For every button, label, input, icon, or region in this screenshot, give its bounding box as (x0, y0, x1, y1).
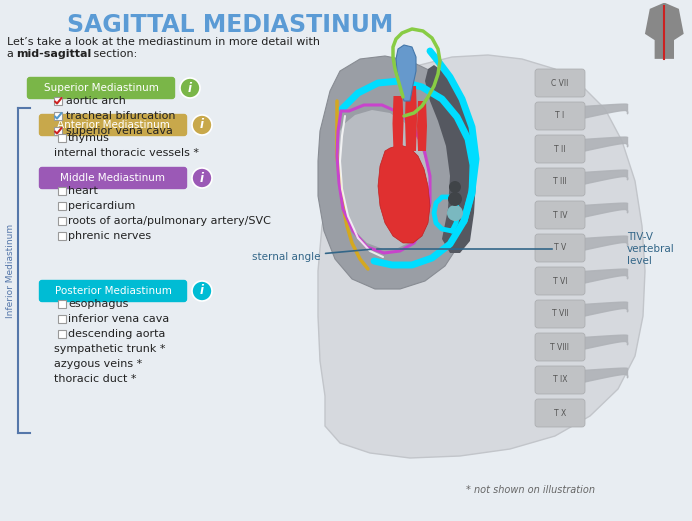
Text: T VIII: T VIII (551, 342, 570, 352)
Text: Superior Mediastinum: Superior Mediastinum (44, 83, 158, 93)
Text: roots of aorta/pulmonary artery/SVC: roots of aorta/pulmonary artery/SVC (68, 216, 271, 226)
FancyBboxPatch shape (535, 168, 585, 196)
Text: T X: T X (554, 408, 566, 417)
Text: azygous veins *: azygous veins * (54, 359, 143, 369)
Polygon shape (392, 96, 403, 151)
Polygon shape (396, 45, 416, 101)
Text: T V: T V (554, 243, 566, 253)
Text: phrenic nerves: phrenic nerves (68, 231, 151, 241)
Bar (58, 187, 66, 195)
Text: Inferior Mediastinum: Inferior Mediastinum (6, 224, 15, 318)
FancyBboxPatch shape (535, 135, 585, 163)
Circle shape (449, 181, 461, 193)
FancyBboxPatch shape (535, 333, 585, 361)
Bar (58, 217, 66, 225)
Text: i: i (200, 171, 204, 184)
Text: TIV-V
vertebral
level: TIV-V vertebral level (627, 232, 675, 266)
FancyBboxPatch shape (39, 280, 187, 302)
Text: heart: heart (68, 186, 98, 196)
Text: Let’s take a look at the mediastinum in more detail with: Let’s take a look at the mediastinum in … (7, 37, 320, 47)
Polygon shape (417, 101, 427, 151)
Text: Middle Mediastinum: Middle Mediastinum (60, 173, 165, 183)
Text: a: a (7, 49, 17, 59)
Circle shape (448, 192, 462, 206)
Polygon shape (645, 3, 684, 59)
Text: tracheal bifurcation: tracheal bifurcation (66, 111, 176, 121)
Bar (54, 97, 62, 105)
Text: superior vena cava: superior vena cava (66, 126, 173, 136)
Circle shape (192, 115, 212, 135)
FancyBboxPatch shape (39, 167, 187, 189)
FancyBboxPatch shape (535, 201, 585, 229)
FancyBboxPatch shape (535, 267, 585, 295)
Text: aortic arch: aortic arch (66, 96, 126, 106)
FancyBboxPatch shape (28, 78, 174, 98)
Text: descending aorta: descending aorta (68, 329, 165, 339)
Circle shape (192, 168, 212, 188)
FancyBboxPatch shape (535, 300, 585, 328)
FancyBboxPatch shape (535, 69, 585, 97)
Text: SAGITTAL MEDIASTINUM: SAGITTAL MEDIASTINUM (67, 13, 393, 37)
FancyBboxPatch shape (535, 234, 585, 262)
Bar (58, 232, 66, 240)
Bar (54, 127, 62, 135)
Bar (58, 315, 66, 323)
Text: inferior vena cava: inferior vena cava (68, 314, 170, 324)
Bar (58, 330, 66, 338)
Text: thoracic duct *: thoracic duct * (54, 374, 136, 384)
Polygon shape (378, 145, 430, 243)
Text: * not shown on illustration: * not shown on illustration (466, 485, 594, 495)
Text: C VII: C VII (552, 79, 569, 88)
Text: T II: T II (554, 144, 566, 154)
Text: T I: T I (556, 111, 565, 120)
Text: sternal angle: sternal angle (251, 249, 371, 262)
Text: T VII: T VII (552, 309, 568, 318)
Text: Posterior Mediastinum: Posterior Mediastinum (55, 286, 172, 296)
Text: Anterior Mediastinum: Anterior Mediastinum (57, 120, 170, 130)
FancyBboxPatch shape (535, 366, 585, 394)
Text: thymus: thymus (68, 133, 110, 143)
Polygon shape (338, 110, 430, 249)
Text: i: i (200, 118, 204, 131)
Circle shape (192, 281, 212, 301)
Text: i: i (188, 81, 192, 94)
Text: pericardium: pericardium (68, 201, 135, 211)
Text: mid-sagittal: mid-sagittal (16, 49, 91, 59)
FancyBboxPatch shape (535, 399, 585, 427)
FancyBboxPatch shape (535, 102, 585, 130)
FancyBboxPatch shape (39, 115, 187, 135)
Polygon shape (318, 56, 474, 289)
Text: T III: T III (553, 178, 567, 187)
Bar (54, 112, 62, 120)
Text: T IV: T IV (553, 210, 567, 219)
Polygon shape (425, 65, 476, 253)
Circle shape (447, 205, 463, 221)
Text: sympathetic trunk *: sympathetic trunk * (54, 344, 165, 354)
Text: esophagus: esophagus (68, 299, 129, 309)
Circle shape (180, 78, 200, 98)
Text: T IX: T IX (553, 376, 567, 384)
Text: section:: section: (90, 49, 137, 59)
Polygon shape (405, 86, 417, 151)
Text: internal thoracic vessels *: internal thoracic vessels * (54, 148, 199, 158)
Bar (58, 300, 66, 308)
Bar (58, 202, 66, 210)
Text: i: i (200, 284, 204, 297)
Bar (58, 134, 66, 142)
Polygon shape (318, 55, 645, 458)
Text: T VI: T VI (553, 277, 567, 286)
